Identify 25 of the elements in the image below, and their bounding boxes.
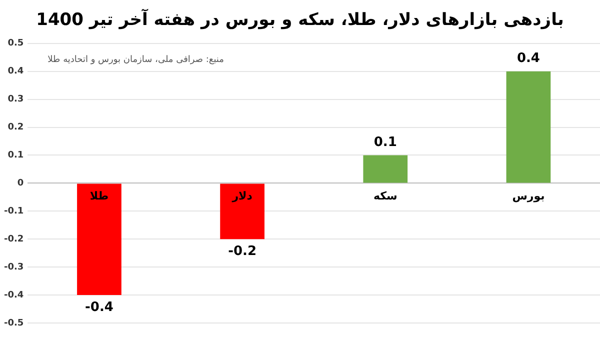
- x-tick-label: سکه: [373, 190, 398, 203]
- y-tick-label: -0.5: [4, 318, 24, 328]
- y-tick-label: -0.1: [4, 206, 24, 217]
- y-tick-label: 0.4: [8, 66, 24, 77]
- y-tick-label: 0.5: [8, 38, 24, 49]
- y-tick-label: 0.1: [8, 150, 24, 161]
- x-tick-label: دلار: [231, 190, 253, 203]
- y-tick-label: -0.2: [4, 234, 24, 244]
- bar: [363, 155, 408, 183]
- bar: [220, 184, 264, 240]
- y-tick-label: 0.3: [8, 94, 24, 105]
- data-label: 0.1: [374, 135, 397, 150]
- x-tick-label: بورس: [512, 190, 545, 203]
- y-tick-label: 0.2: [8, 122, 24, 133]
- annotation: منبع: صرافی ملی، سازمان بورس و اتحادیه طلا: [48, 55, 224, 66]
- y-tick-label: 0: [17, 178, 24, 189]
- y-tick-label: -0.3: [4, 262, 24, 272]
- x-tick-label: طلا: [90, 190, 109, 203]
- data-label: -0.4: [85, 300, 114, 315]
- bar: [506, 71, 551, 183]
- chart-title: بازدهی بازارهای دلار، طلا، سکه و بورس در هفته آخر تیر 1400: [35, 8, 565, 32]
- data-label: 0.4: [516, 51, 540, 66]
- y-tick-label: -0.4: [4, 290, 24, 300]
- bar: [77, 184, 122, 296]
- data-label: -0.2: [228, 244, 257, 259]
